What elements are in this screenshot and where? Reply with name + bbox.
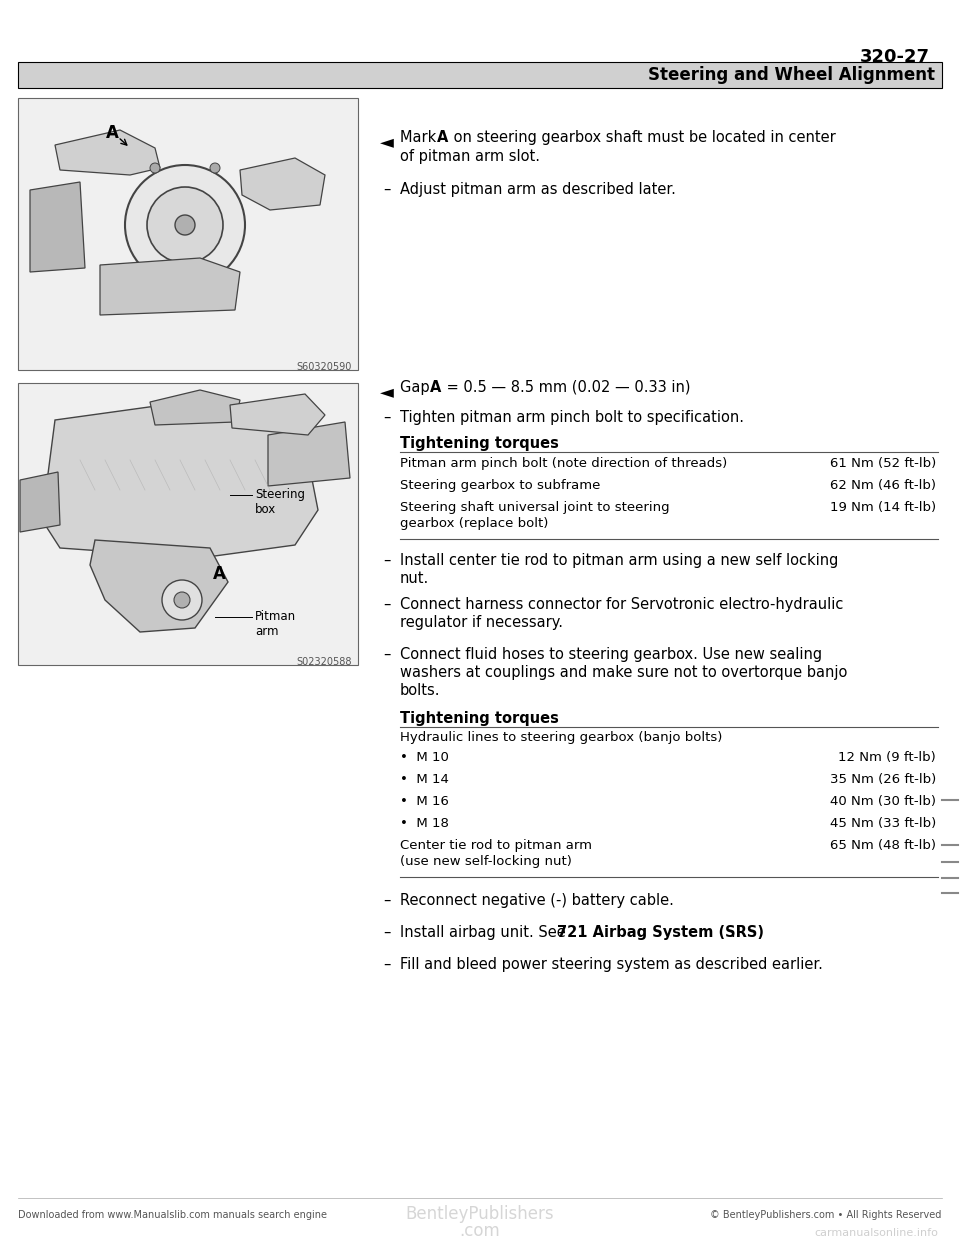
Text: .: . [730,925,734,940]
Text: Mark: Mark [400,130,441,145]
Text: Tighten pitman arm pinch bolt to specification.: Tighten pitman arm pinch bolt to specifi… [400,410,744,425]
Text: = 0.5 — 8.5 mm (0.02 — 0.33 in): = 0.5 — 8.5 mm (0.02 — 0.33 in) [442,380,690,395]
Text: Steering: Steering [255,488,305,501]
Text: •  M 16: • M 16 [400,795,449,809]
Text: Tightening torques: Tightening torques [400,436,559,451]
Bar [18,62,942,88]
Text: –: – [383,958,391,972]
Text: Pitman: Pitman [255,610,296,623]
Text: Center tie rod to pitman arm: Center tie rod to pitman arm [400,840,592,852]
Text: Downloaded from www.Manualslib.com manuals search engine: Downloaded from www.Manualslib.com manua… [18,1210,327,1220]
Text: •  M 18: • M 18 [400,817,449,830]
Text: arm: arm [255,625,278,638]
Text: regulator if necessary.: regulator if necessary. [400,615,563,630]
Bar [18,98,358,370]
Text: carmanualsonline.info: carmanualsonline.info [814,1228,938,1238]
Polygon shape [100,258,240,315]
Text: Install airbag unit. See: Install airbag unit. See [400,925,570,940]
Polygon shape [30,183,85,272]
Text: 320-27: 320-27 [860,48,930,66]
Text: Reconnect negative (-) battery cable.: Reconnect negative (-) battery cable. [400,893,674,908]
Text: A: A [106,124,118,142]
Text: © BentleyPublishers.com • All Rights Reserved: © BentleyPublishers.com • All Rights Res… [710,1210,942,1220]
Polygon shape [90,540,228,632]
Circle shape [150,163,160,173]
Polygon shape [150,390,240,425]
Text: Fill and bleed power steering system as described earlier.: Fill and bleed power steering system as … [400,958,823,972]
Text: –: – [383,647,391,662]
Text: bolts.: bolts. [400,683,441,698]
Polygon shape [55,130,160,175]
Text: –: – [383,553,391,568]
Text: –: – [383,925,391,940]
Text: 62 Nm (46 ft-lb): 62 Nm (46 ft-lb) [830,479,936,492]
Text: Connect fluid hoses to steering gearbox. Use new sealing: Connect fluid hoses to steering gearbox.… [400,647,822,662]
Text: nut.: nut. [400,571,429,586]
Text: S60320590: S60320590 [297,361,352,373]
Text: A: A [430,380,442,395]
Text: box: box [255,503,276,515]
Text: 12 Nm (9 ft-lb): 12 Nm (9 ft-lb) [838,751,936,764]
Text: 35 Nm (26 ft-lb): 35 Nm (26 ft-lb) [829,773,936,786]
Text: A: A [437,130,448,145]
Text: .com: .com [460,1222,500,1240]
Text: Steering and Wheel Alignment: Steering and Wheel Alignment [648,66,935,84]
Circle shape [174,592,190,609]
Text: S02320588: S02320588 [297,657,352,667]
Text: –: – [383,410,391,425]
Text: Tightening torques: Tightening torques [400,710,559,727]
Text: washers at couplings and make sure not to overtorque banjo: washers at couplings and make sure not t… [400,664,848,681]
Circle shape [175,215,195,235]
Text: Gap: Gap [400,380,434,395]
Text: ◄: ◄ [380,133,394,152]
Text: 721 Airbag System (SRS): 721 Airbag System (SRS) [557,925,764,940]
Bar [18,383,358,664]
Text: 65 Nm (48 ft-lb): 65 Nm (48 ft-lb) [830,840,936,852]
Text: A: A [213,565,226,582]
Text: –: – [383,893,391,908]
Text: Hydraulic lines to steering gearbox (banjo bolts): Hydraulic lines to steering gearbox (ban… [400,732,722,744]
Circle shape [210,163,220,173]
Text: ◄: ◄ [380,383,394,401]
Text: of pitman arm slot.: of pitman arm slot. [400,149,540,164]
Polygon shape [268,422,350,486]
Text: •  M 10: • M 10 [400,751,449,764]
Circle shape [162,580,202,620]
Text: Install center tie rod to pitman arm using a new self locking: Install center tie rod to pitman arm usi… [400,553,838,568]
Text: •  M 14: • M 14 [400,773,449,786]
Text: Steering shaft universal joint to steering: Steering shaft universal joint to steeri… [400,501,670,514]
Polygon shape [42,402,318,558]
Text: BentleyPublishers: BentleyPublishers [406,1205,554,1223]
Text: 19 Nm (14 ft-lb): 19 Nm (14 ft-lb) [829,501,936,514]
Text: (use new self-locking nut): (use new self-locking nut) [400,854,572,868]
Text: 61 Nm (52 ft-lb): 61 Nm (52 ft-lb) [829,457,936,469]
Text: –: – [383,597,391,612]
Text: Pitman arm pinch bolt (note direction of threads): Pitman arm pinch bolt (note direction of… [400,457,728,469]
Text: 45 Nm (33 ft-lb): 45 Nm (33 ft-lb) [829,817,936,830]
Text: Connect harness connector for Servotronic electro-hydraulic: Connect harness connector for Servotroni… [400,597,844,612]
Polygon shape [240,158,325,210]
Text: 40 Nm (30 ft-lb): 40 Nm (30 ft-lb) [830,795,936,809]
Text: –: – [383,183,391,197]
Circle shape [147,188,223,263]
Polygon shape [20,472,60,532]
Text: on steering gearbox shaft must be located in center: on steering gearbox shaft must be locate… [449,130,836,145]
Circle shape [125,165,245,284]
Polygon shape [230,394,325,435]
Text: Adjust pitman arm as described later.: Adjust pitman arm as described later. [400,183,676,197]
Text: Steering gearbox to subframe: Steering gearbox to subframe [400,479,600,492]
Text: gearbox (replace bolt): gearbox (replace bolt) [400,517,548,530]
